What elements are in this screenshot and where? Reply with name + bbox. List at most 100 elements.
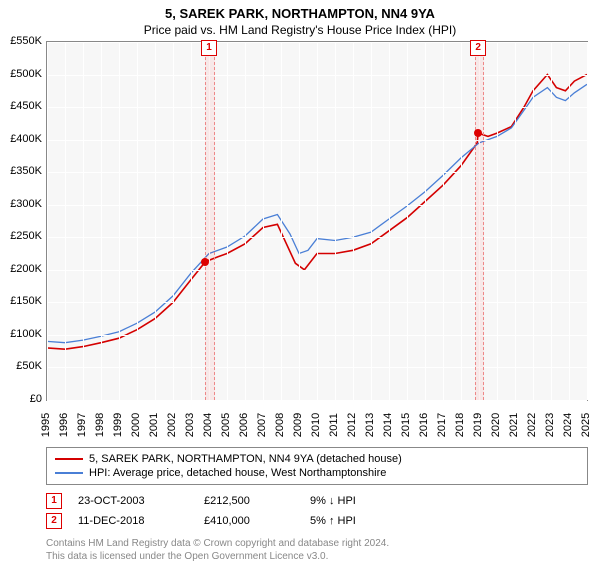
gridline-v	[551, 42, 552, 400]
y-tick-label: £400K	[10, 133, 42, 145]
gridline-v	[263, 42, 264, 400]
x-axis-labels: 1995199619971998199920002001200220032004…	[46, 401, 588, 441]
y-tick-label: £0	[30, 393, 42, 405]
x-tick-label: 2002	[166, 413, 178, 437]
legend-swatch	[55, 472, 83, 474]
plot-area: 12	[46, 41, 588, 401]
transaction-pct: 5% ↑ HPI	[310, 515, 400, 527]
x-tick-label: 2022	[526, 413, 538, 437]
gridline-v	[371, 42, 372, 400]
chart: 12 £0£50K£100K£150K£200K£250K£300K£350K£…	[46, 41, 588, 401]
footer: Contains HM Land Registry data © Crown c…	[46, 537, 588, 563]
x-tick-label: 2025	[580, 413, 592, 437]
x-tick-label: 2013	[364, 413, 376, 437]
transactions-table: 1 23-OCT-2003 £212,500 9% ↓ HPI 2 11-DEC-2018…	[46, 491, 588, 531]
gridline-v	[281, 42, 282, 400]
x-tick-label: 1996	[58, 413, 70, 437]
y-tick-label: £500K	[10, 68, 42, 80]
y-tick-label: £150K	[10, 295, 42, 307]
x-tick-label: 2017	[436, 413, 448, 437]
x-tick-label: 2021	[508, 413, 520, 437]
x-tick-label: 1999	[112, 413, 124, 437]
x-tick-label: 2000	[130, 413, 142, 437]
y-tick-label: £50K	[16, 360, 42, 372]
transaction-row: 1 23-OCT-2003 £212,500 9% ↓ HPI	[46, 491, 588, 511]
y-tick-label: £250K	[10, 230, 42, 242]
y-axis-labels: £0£50K£100K£150K£200K£250K£300K£350K£400…	[0, 41, 44, 401]
x-tick-label: 2001	[148, 413, 160, 437]
transaction-shade	[205, 42, 214, 400]
x-tick-label: 2009	[292, 413, 304, 437]
gridline-v	[569, 42, 570, 400]
transaction-date: 23-OCT-2003	[78, 495, 188, 507]
gridline-v	[101, 42, 102, 400]
x-tick-label: 2003	[184, 413, 196, 437]
gridline-v	[155, 42, 156, 400]
legend-item: 5, SAREK PARK, NORTHAMPTON, NN4 9YA (det…	[55, 452, 579, 466]
x-tick-label: 2004	[202, 413, 214, 437]
x-tick-label: 2006	[238, 413, 250, 437]
gridline-v	[227, 42, 228, 400]
transaction-date: 11-DEC-2018	[78, 515, 188, 527]
gridline-v	[461, 42, 462, 400]
y-tick-label: £100K	[10, 328, 42, 340]
gridline-v	[119, 42, 120, 400]
gridline-v	[65, 42, 66, 400]
legend: 5, SAREK PARK, NORTHAMPTON, NN4 9YA (det…	[46, 447, 588, 485]
transaction-marker: 2	[470, 40, 486, 56]
page: 5, SAREK PARK, NORTHAMPTON, NN4 9YA Pric…	[0, 0, 600, 560]
x-tick-label: 2023	[544, 413, 556, 437]
gridline-v	[443, 42, 444, 400]
page-subtitle: Price paid vs. HM Land Registry's House …	[0, 21, 600, 41]
x-tick-label: 2005	[220, 413, 232, 437]
x-tick-label: 2020	[490, 413, 502, 437]
transaction-dot	[474, 129, 482, 137]
gridline-v	[587, 42, 588, 400]
y-tick-label: £300K	[10, 198, 42, 210]
x-tick-label: 2016	[418, 413, 430, 437]
x-tick-label: 2007	[256, 413, 268, 437]
x-tick-label: 2015	[400, 413, 412, 437]
gridline-v	[533, 42, 534, 400]
gridline-v	[353, 42, 354, 400]
x-tick-label: 2011	[328, 413, 340, 437]
transaction-marker-icon: 1	[46, 493, 62, 509]
legend-swatch	[55, 458, 83, 460]
footer-line: Contains HM Land Registry data © Crown c…	[46, 537, 588, 550]
x-tick-label: 2014	[382, 413, 394, 437]
gridline-v	[335, 42, 336, 400]
transaction-marker-icon: 2	[46, 513, 62, 529]
x-tick-label: 1995	[40, 413, 52, 437]
x-tick-label: 1997	[76, 413, 88, 437]
transaction-shade	[475, 42, 484, 400]
y-tick-label: £350K	[10, 165, 42, 177]
x-tick-label: 2012	[346, 413, 358, 437]
y-tick-label: £200K	[10, 263, 42, 275]
y-tick-label: £550K	[10, 35, 42, 47]
x-tick-label: 1998	[94, 413, 106, 437]
gridline-v	[47, 42, 48, 400]
gridline-v	[515, 42, 516, 400]
legend-item: HPI: Average price, detached house, West…	[55, 466, 579, 480]
gridline-v	[497, 42, 498, 400]
gridline-v	[83, 42, 84, 400]
gridline-v	[173, 42, 174, 400]
transaction-dot	[201, 258, 209, 266]
x-tick-label: 2018	[454, 413, 466, 437]
y-tick-label: £450K	[10, 100, 42, 112]
x-tick-label: 2008	[274, 413, 286, 437]
gridline-v	[407, 42, 408, 400]
transaction-price: £410,000	[204, 515, 294, 527]
gridline-v	[191, 42, 192, 400]
transaction-price: £212,500	[204, 495, 294, 507]
x-tick-label: 2010	[310, 413, 322, 437]
legend-label: 5, SAREK PARK, NORTHAMPTON, NN4 9YA (det…	[89, 453, 402, 465]
footer-line: This data is licensed under the Open Gov…	[46, 550, 588, 563]
transaction-pct: 9% ↓ HPI	[310, 495, 400, 507]
legend-label: HPI: Average price, detached house, West…	[89, 467, 386, 479]
transaction-row: 2 11-DEC-2018 £410,000 5% ↑ HPI	[46, 511, 588, 531]
x-tick-label: 2024	[562, 413, 574, 437]
gridline-v	[245, 42, 246, 400]
gridline-v	[317, 42, 318, 400]
gridline-v	[389, 42, 390, 400]
